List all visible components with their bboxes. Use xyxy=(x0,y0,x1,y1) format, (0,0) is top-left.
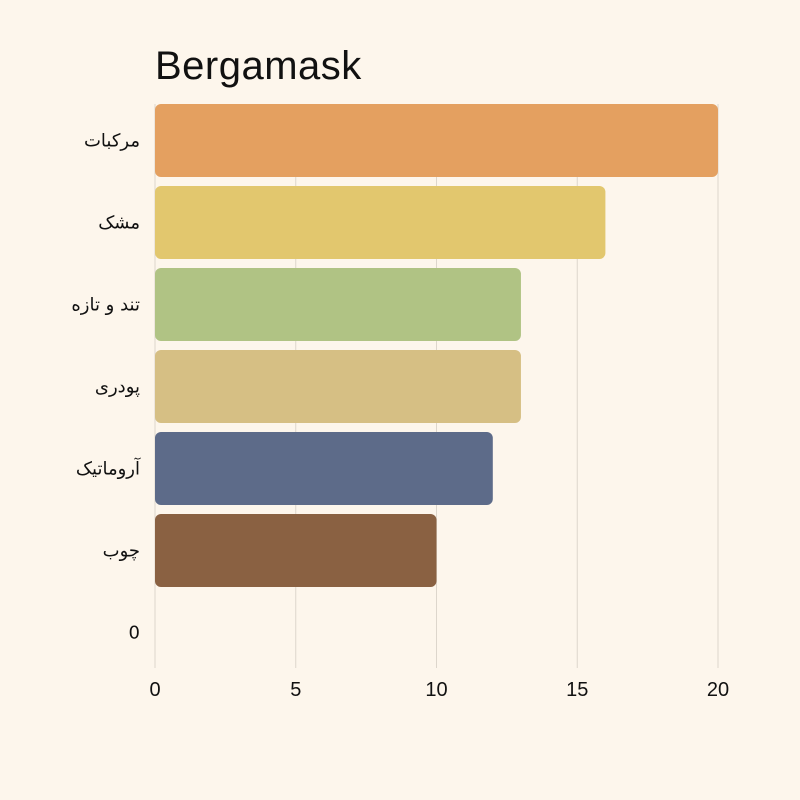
category-label: آروماتیک xyxy=(76,457,141,480)
bar xyxy=(155,432,493,505)
bar xyxy=(155,104,718,177)
x-tick-label: 20 xyxy=(707,679,729,701)
x-tick-labels: 0 5 10 15 20 xyxy=(149,679,729,701)
category-label: مشک xyxy=(98,213,140,234)
x-tick-label: 5 xyxy=(290,679,301,701)
category-labels: مرکبات مشک تند و تازه پودری آروماتیک چوب 0 xyxy=(71,131,141,644)
x-tick-label: 0 xyxy=(149,679,160,701)
bar xyxy=(155,514,437,587)
category-label: چوب xyxy=(103,541,140,562)
bar xyxy=(155,186,606,259)
x-tick-label: 15 xyxy=(566,679,588,701)
bar xyxy=(155,268,521,341)
chart-title: Bergamask xyxy=(155,44,362,88)
bar xyxy=(155,350,521,423)
category-label: تند و تازه xyxy=(71,295,140,316)
bars xyxy=(155,104,718,587)
category-label: مرکبات xyxy=(84,131,140,152)
category-label: 0 xyxy=(129,623,140,644)
x-tick-label: 10 xyxy=(425,679,447,701)
category-label: پودری xyxy=(95,377,140,398)
